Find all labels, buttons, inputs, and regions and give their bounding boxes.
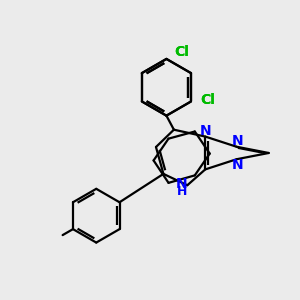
Text: N: N (232, 134, 244, 148)
Text: H: H (177, 185, 187, 198)
Text: Cl: Cl (200, 93, 215, 107)
Text: Cl: Cl (200, 93, 215, 107)
Text: N: N (200, 124, 212, 138)
Text: Cl: Cl (174, 45, 189, 59)
Text: N: N (176, 177, 188, 191)
Text: Cl: Cl (174, 45, 189, 59)
Text: N: N (232, 158, 244, 172)
